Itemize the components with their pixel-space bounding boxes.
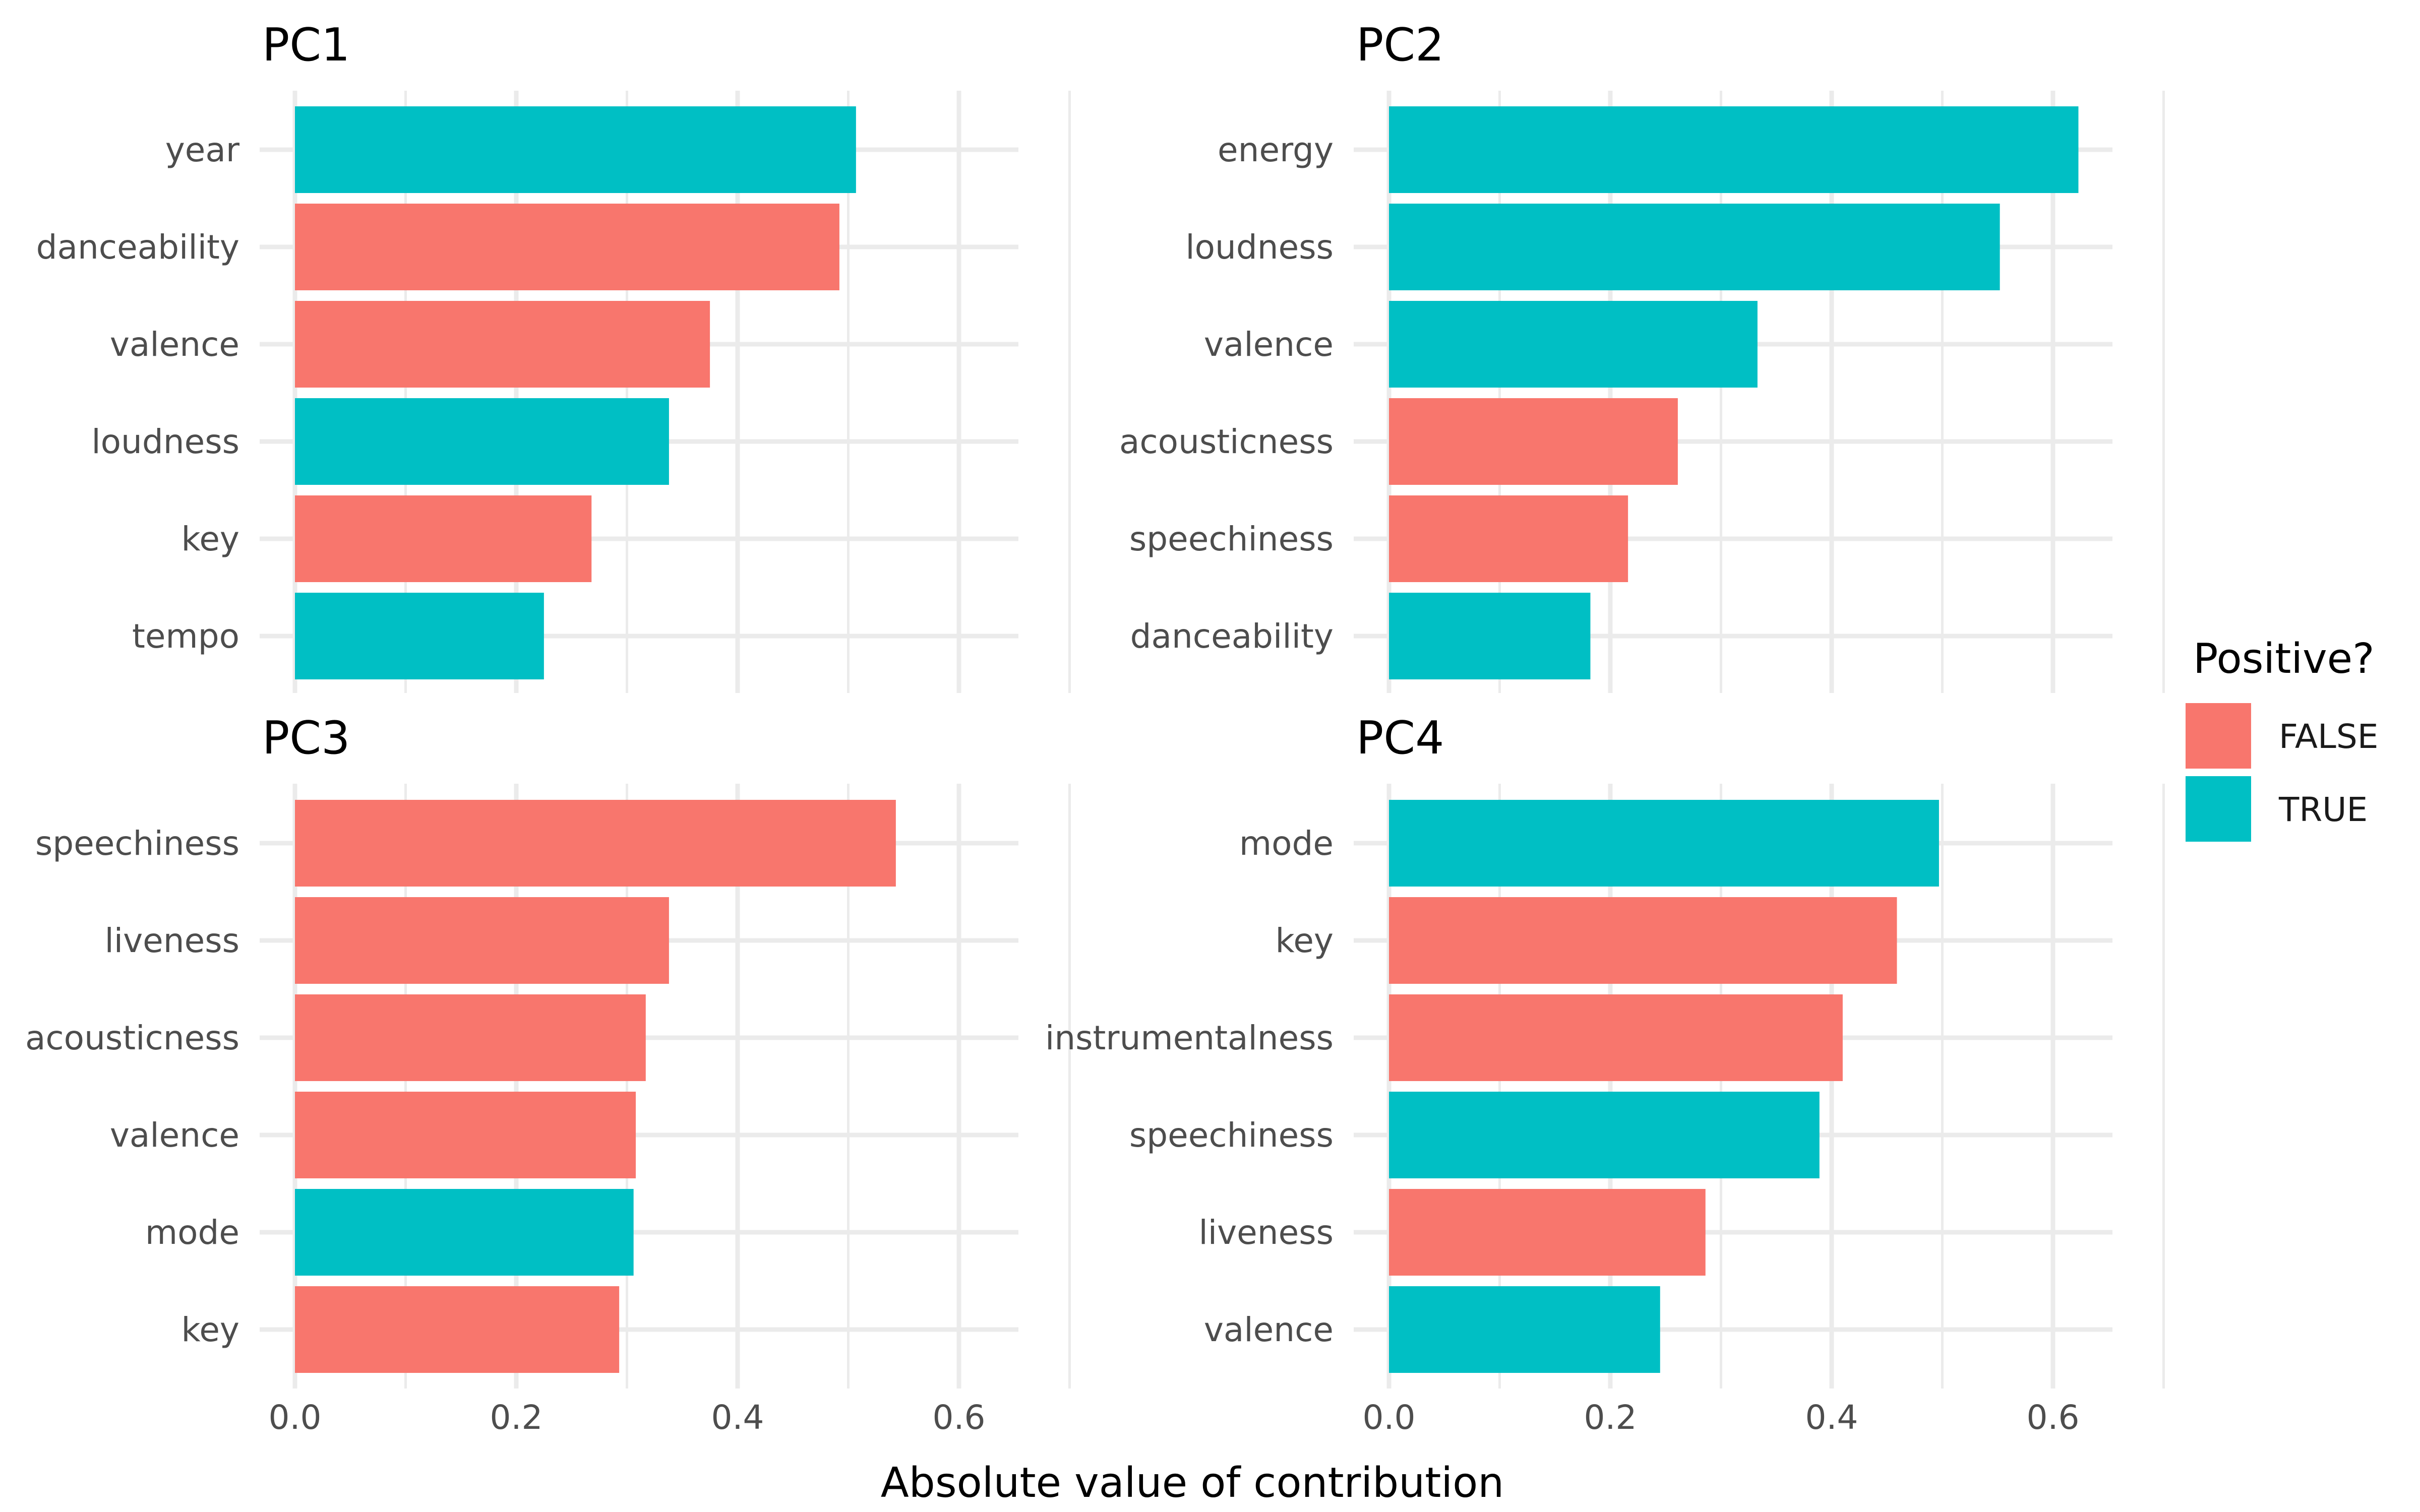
category-label: valence xyxy=(110,325,239,364)
legend-title: Positive? xyxy=(2193,635,2375,683)
bar-acousticness xyxy=(295,994,646,1081)
bar-valence xyxy=(1389,1286,1660,1373)
panel-title: PC1 xyxy=(262,19,350,72)
bar-energy xyxy=(1389,106,2079,193)
bar-tempo xyxy=(295,593,544,679)
x-tick-label: 0.2 xyxy=(490,1398,543,1437)
category-label: valence xyxy=(1204,1310,1334,1349)
category-label: key xyxy=(181,1310,239,1349)
category-label: valence xyxy=(110,1116,239,1155)
panel-title: PC4 xyxy=(1356,712,1444,765)
bar-year xyxy=(295,106,856,193)
bar-speechiness xyxy=(1389,1092,1820,1178)
legend-key-true xyxy=(2186,776,2251,842)
category-label: speechiness xyxy=(1129,1116,1334,1155)
x-tick-label: 0.4 xyxy=(711,1398,764,1437)
panel-pc3: PC3 speechiness liveness acousticness valenc… xyxy=(25,712,1071,1437)
category-label: tempo xyxy=(132,617,239,656)
bar-danceability xyxy=(1389,593,1591,679)
panel-pc1: PC1 year danceability valence loudness key tem… xyxy=(36,19,1071,693)
x-tick-label: 0.6 xyxy=(933,1398,986,1437)
panel-pc4: PC4 mode key instrumentalness speechiness liv… xyxy=(1045,712,2165,1437)
bar-key xyxy=(295,1286,620,1373)
bar-liveness xyxy=(1389,1189,1706,1276)
category-label: mode xyxy=(145,1213,239,1252)
category-label: danceability xyxy=(36,228,239,267)
bar-instrumentalness xyxy=(1389,994,1843,1081)
panel-title: PC3 xyxy=(262,712,350,765)
legend-label: TRUE xyxy=(2278,790,2368,829)
x-tick-label: 0.0 xyxy=(1363,1398,1416,1437)
panel-title: PC2 xyxy=(1356,19,1444,72)
category-label: liveness xyxy=(1198,1213,1334,1252)
bar-liveness xyxy=(295,897,669,984)
legend-key-false xyxy=(2186,703,2251,769)
x-tick-label: 0.4 xyxy=(1805,1398,1858,1437)
bar-mode xyxy=(295,1189,634,1276)
category-label: danceability xyxy=(1130,617,1334,656)
category-label: key xyxy=(181,520,239,558)
category-label: speechiness xyxy=(35,824,239,863)
bar-valence xyxy=(1389,301,1758,388)
bar-speechiness xyxy=(295,800,896,887)
bar-valence xyxy=(295,1092,636,1178)
category-label: instrumentalness xyxy=(1045,1019,1334,1057)
category-label: loudness xyxy=(1185,228,1334,267)
x-tick-label: 0.2 xyxy=(1584,1398,1637,1437)
category-label: speechiness xyxy=(1129,520,1334,558)
category-label: mode xyxy=(1239,824,1334,863)
category-label: year xyxy=(165,131,240,169)
x-tick-label: 0.6 xyxy=(2027,1398,2080,1437)
chart-panels: PC1 year danceability valence loudness key tem… xyxy=(25,19,2165,1437)
category-label: liveness xyxy=(104,921,239,960)
bar-acousticness xyxy=(1389,398,1678,485)
bar-loudness xyxy=(1389,204,2000,290)
category-label: acousticness xyxy=(1119,422,1334,461)
bar-speechiness xyxy=(1389,495,1628,582)
category-label: loudness xyxy=(91,422,239,461)
category-label: acousticness xyxy=(25,1019,239,1057)
bar-loudness xyxy=(295,398,669,485)
category-label: key xyxy=(1275,921,1334,960)
category-label: valence xyxy=(1204,325,1334,364)
bar-key xyxy=(295,495,592,582)
bar-danceability xyxy=(295,204,839,290)
legend-label: FALSE xyxy=(2279,717,2378,756)
x-tick-label: 0.0 xyxy=(269,1398,322,1437)
category-label: energy xyxy=(1218,131,1334,169)
bar-key xyxy=(1389,897,1897,984)
panel-pc2: PC2 energy loudness valence acousticness spee… xyxy=(1119,19,2165,693)
legend: Positive? FALSE TRUE xyxy=(2186,635,2378,842)
bar-mode xyxy=(1389,800,1939,887)
x-axis-title: Absolute value of contribution xyxy=(881,1459,1504,1507)
bar-valence xyxy=(295,301,710,388)
